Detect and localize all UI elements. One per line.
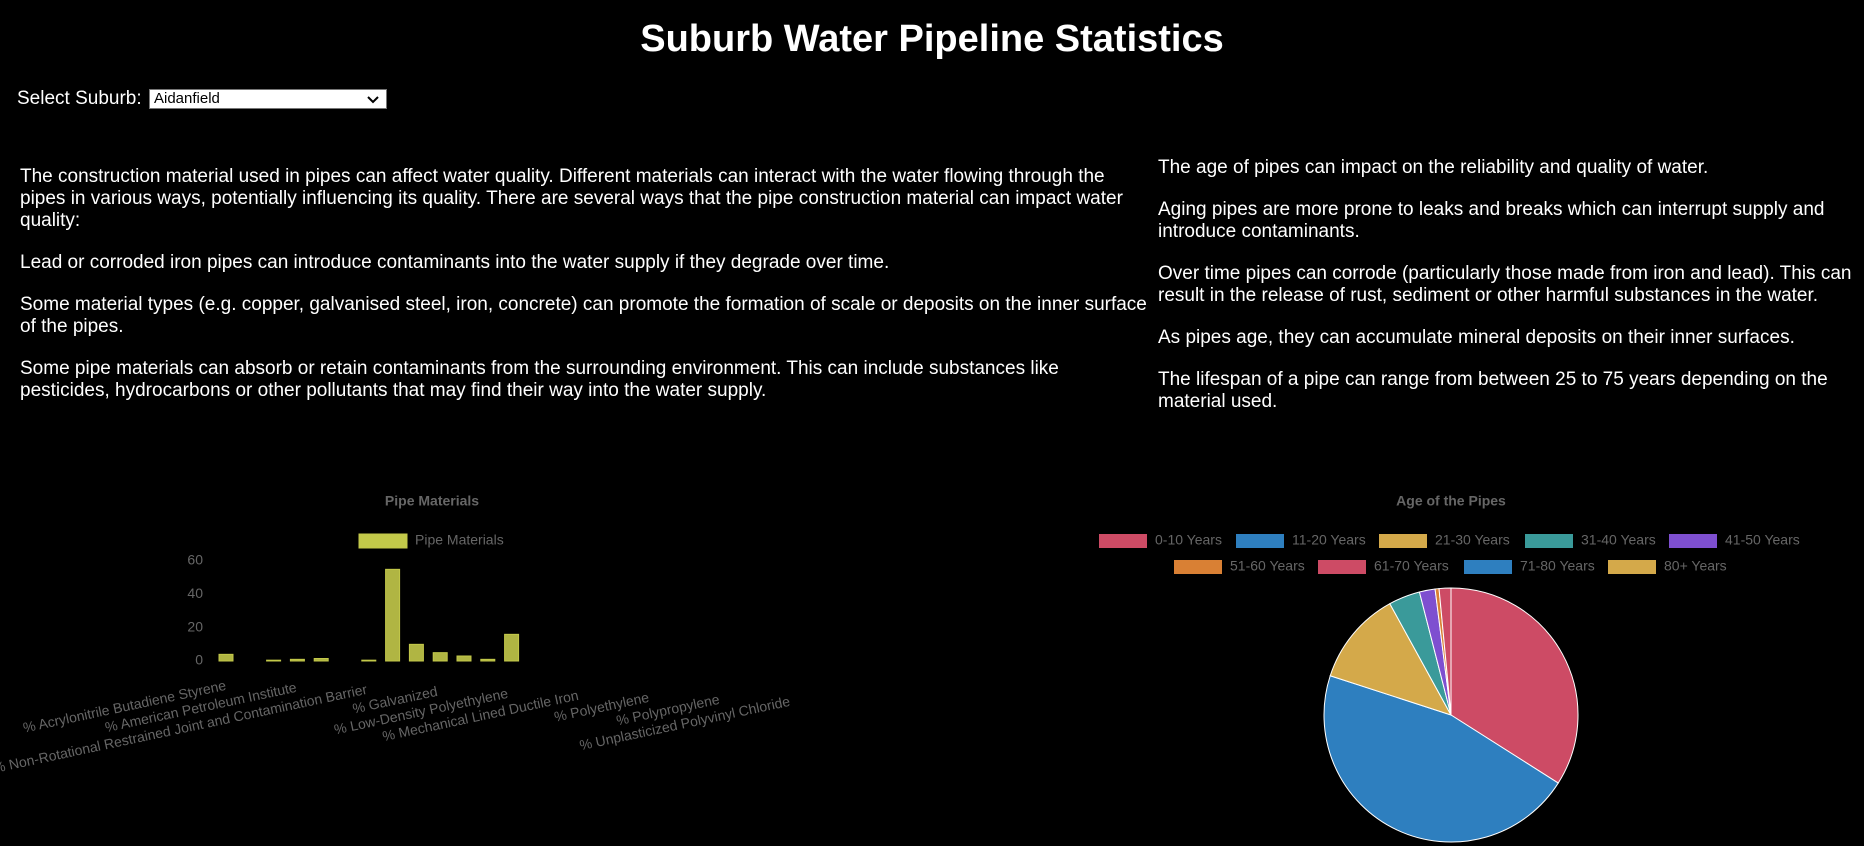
paragraph: Lead or corroded iron pipes can introduc… xyxy=(20,252,890,273)
bar xyxy=(480,658,496,662)
bar xyxy=(266,659,282,662)
legend-label: 21-30 Years xyxy=(1435,532,1510,548)
chevron xyxy=(367,96,379,104)
legend-swatch xyxy=(1464,560,1512,574)
legend-swatch xyxy=(1318,560,1366,574)
bar xyxy=(504,633,520,662)
bar xyxy=(385,568,401,662)
legend-label: 11-20 Years xyxy=(1292,532,1366,548)
bar xyxy=(313,658,329,662)
pie-slice xyxy=(1329,603,1453,716)
pie-slice xyxy=(1450,587,1579,784)
bar xyxy=(408,643,424,662)
legend-swatch xyxy=(1525,534,1573,548)
y-tick-label: 20 xyxy=(187,618,203,634)
paragraph: Some material types (e.g. copper, galvan… xyxy=(20,294,1147,337)
legend-swatch xyxy=(1174,560,1222,574)
legend-label: 41-50 Years xyxy=(1725,532,1800,548)
paragraph: The age of pipes can impact on the relia… xyxy=(1158,157,1709,178)
page-title: Suburb Water Pipeline Statistics xyxy=(640,18,1224,60)
chart-title: Age of the Pipes xyxy=(1396,493,1506,509)
legend-swatch xyxy=(358,533,408,549)
age-text: The age of pipes can impact on the relia… xyxy=(1158,157,1858,433)
legend-swatch xyxy=(1236,534,1284,548)
legend-label: 61-70 Years xyxy=(1374,558,1449,574)
legend-swatch xyxy=(1379,534,1427,548)
legend-swatch xyxy=(1099,534,1147,548)
paragraph: The construction material used in pipes … xyxy=(20,166,1123,231)
legend-label: 80+ Years xyxy=(1664,558,1727,574)
y-tick-label: 60 xyxy=(187,552,203,568)
legend-label: Pipe Materials xyxy=(415,532,504,548)
legend-swatch xyxy=(1608,560,1656,574)
select-label: Select Suburb: xyxy=(17,88,142,109)
paragraph: Aging pipes are more prone to leaks and … xyxy=(1158,199,1825,242)
legend-label: 0-10 Years xyxy=(1155,532,1222,548)
chart-title: Pipe Materials xyxy=(385,493,479,509)
legend-swatch xyxy=(1669,534,1717,548)
bar xyxy=(361,659,377,662)
legend-label: 71-80 Years xyxy=(1520,558,1595,574)
select-value: Aidanfield xyxy=(154,90,220,107)
pie-slice xyxy=(1323,675,1559,843)
legend-label: 51-60 Years xyxy=(1230,558,1305,574)
paragraph: Some pipe materials can absorb or retain… xyxy=(20,358,1059,401)
y-tick-label: 0 xyxy=(195,652,203,668)
suburb-select[interactable]: Aidanfield xyxy=(149,89,387,109)
pie-slice xyxy=(1438,587,1452,716)
material-text: The construction material used in pipes … xyxy=(20,166,1150,422)
bar xyxy=(218,653,234,662)
paragraph: Over time pipes can corrode (particularl… xyxy=(1158,263,1852,306)
bar xyxy=(456,655,472,662)
y-tick-label: 40 xyxy=(187,585,203,601)
bar xyxy=(432,652,448,662)
legend-label: 31-40 Years xyxy=(1581,532,1656,548)
bar xyxy=(289,658,305,662)
paragraph: The lifespan of a pipe can range from be… xyxy=(1158,369,1828,412)
paragraph: As pipes age, they can accumulate minera… xyxy=(1158,327,1795,348)
